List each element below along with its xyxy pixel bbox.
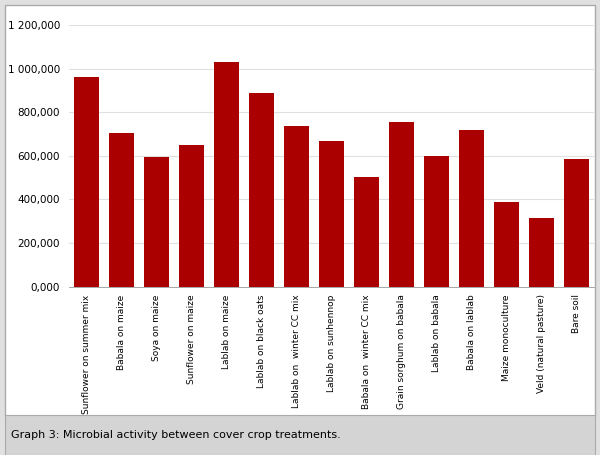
Bar — [459, 130, 484, 287]
Bar — [214, 62, 239, 287]
Bar — [109, 133, 134, 287]
Bar — [319, 141, 344, 287]
Bar — [354, 177, 379, 287]
Bar — [564, 159, 589, 287]
Bar — [424, 156, 449, 287]
Bar — [494, 202, 519, 287]
Bar — [179, 145, 204, 287]
Bar — [284, 126, 309, 287]
Bar — [529, 218, 554, 287]
Bar — [144, 157, 169, 287]
Bar — [389, 122, 414, 287]
Text: Graph 3: Microbial activity between cover crop treatments.: Graph 3: Microbial activity between cove… — [11, 430, 341, 440]
Bar — [74, 77, 99, 287]
Bar — [249, 93, 274, 287]
